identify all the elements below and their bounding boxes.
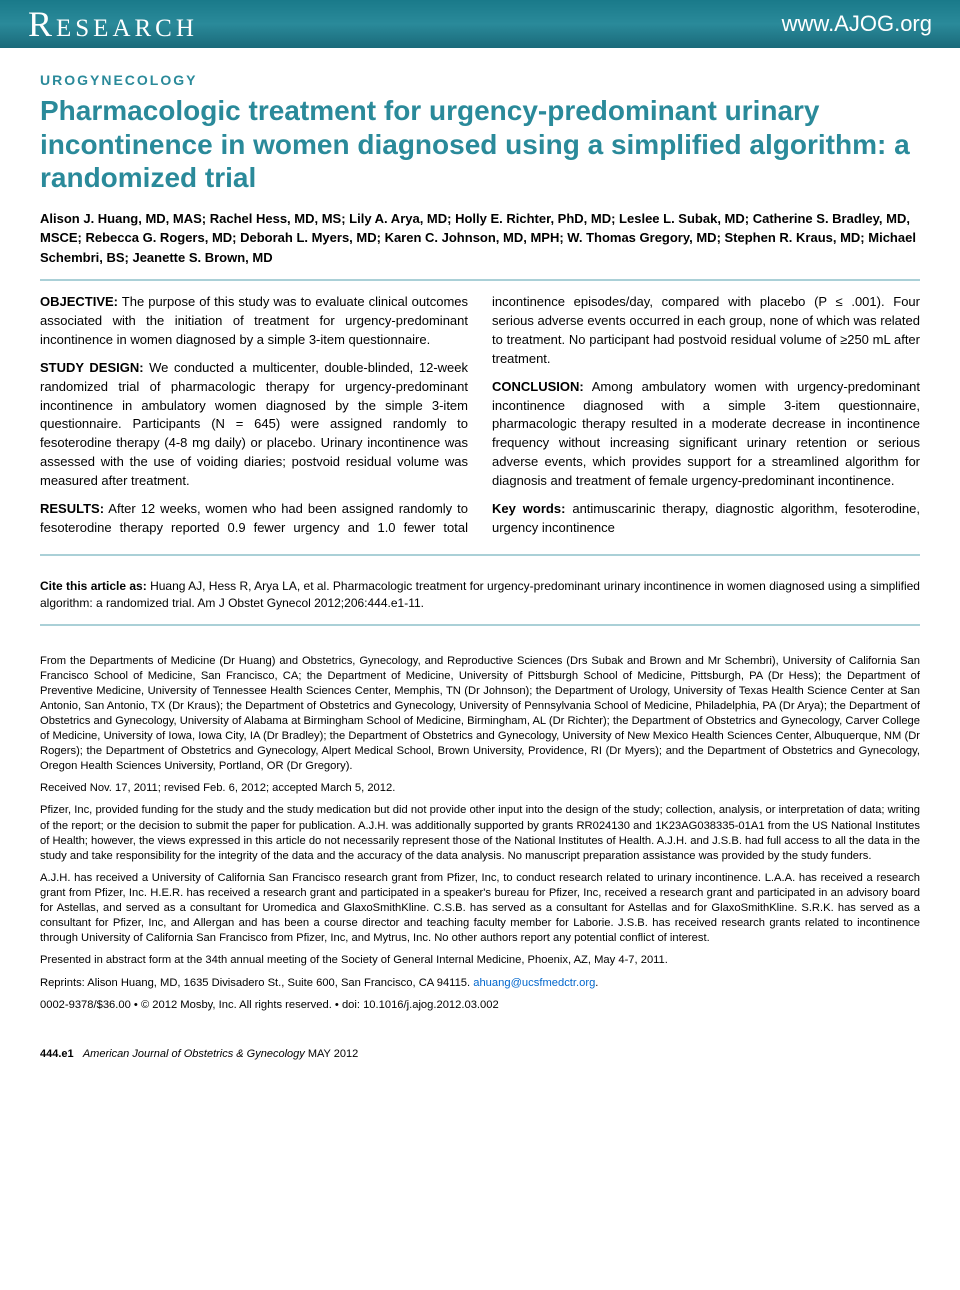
affiliation-presentation: Presented in abstract form at the 34th a… [40, 953, 920, 968]
divider-top [40, 279, 920, 281]
journal-name: American Journal of Obstetrics & Gynecol… [83, 1048, 305, 1060]
authors-list: Alison J. Huang, MD, MAS; Rachel Hess, M… [40, 209, 920, 268]
abstract: OBJECTIVE: The purpose of this study was… [40, 293, 920, 542]
objective-label: OBJECTIVE: [40, 294, 118, 309]
affiliation-copyright: 0002-9378/$36.00 • © 2012 Mosby, Inc. Al… [40, 998, 920, 1013]
affiliation-institutions: From the Departments of Medicine (Dr Hua… [40, 654, 920, 775]
article-title: Pharmacologic treatment for urgency-pred… [40, 94, 920, 195]
affiliation-dates: Received Nov. 17, 2011; revised Feb. 6, … [40, 781, 920, 796]
study-design-label: STUDY DESIGN: [40, 360, 144, 375]
page-number: 444.e1 [40, 1048, 74, 1060]
study-design-text: We conducted a multicenter, double-blind… [40, 360, 468, 488]
citation-box: Cite this article as: Huang AJ, Hess R, … [40, 568, 920, 612]
results-label: RESULTS: [40, 501, 104, 516]
content-area: UROGYNECOLOGY Pharmacologic treatment fo… [0, 48, 960, 1040]
abstract-conclusion: CONCLUSION: Among ambulatory women with … [492, 378, 920, 491]
abstract-objective: OBJECTIVE: The purpose of this study was… [40, 293, 468, 350]
abstract-study-design: STUDY DESIGN: We conducted a multicenter… [40, 359, 468, 491]
affiliation-funding: Pfizer, Inc, provided funding for the st… [40, 803, 920, 863]
reprints-prefix: Reprints: Alison Huang, MD, 1635 Divisad… [40, 977, 473, 989]
affiliation-disclosures: A.J.H. has received a University of Cali… [40, 871, 920, 947]
issue-date: MAY 2012 [305, 1048, 358, 1060]
footer: 444.e1 American Journal of Obstetrics & … [0, 1040, 960, 1074]
citation-label: Cite this article as: [40, 579, 147, 593]
header-url: www.AJOG.org [782, 11, 932, 37]
affiliation-reprints: Reprints: Alison Huang, MD, 1635 Divisad… [40, 976, 920, 991]
header-bar: Research www.AJOG.org [0, 0, 960, 48]
reprints-suffix: . [595, 977, 598, 989]
abstract-keywords: Key words: antimuscarinic therapy, diagn… [492, 500, 920, 538]
affiliations: From the Departments of Medicine (Dr Hua… [40, 654, 920, 1013]
divider-bottom [40, 624, 920, 626]
citation-text: Huang AJ, Hess R, Arya LA, et al. Pharma… [40, 579, 920, 610]
conclusion-text: Among ambulatory women with urgency-pred… [492, 379, 920, 488]
header-title: Research [28, 3, 198, 45]
divider-mid [40, 554, 920, 556]
conclusion-label: CONCLUSION: [492, 379, 584, 394]
section-label: UROGYNECOLOGY [40, 72, 920, 88]
keywords-label: Key words: [492, 501, 565, 516]
reprints-email-link[interactable]: ahuang@ucsfmedctr.org [473, 977, 595, 989]
